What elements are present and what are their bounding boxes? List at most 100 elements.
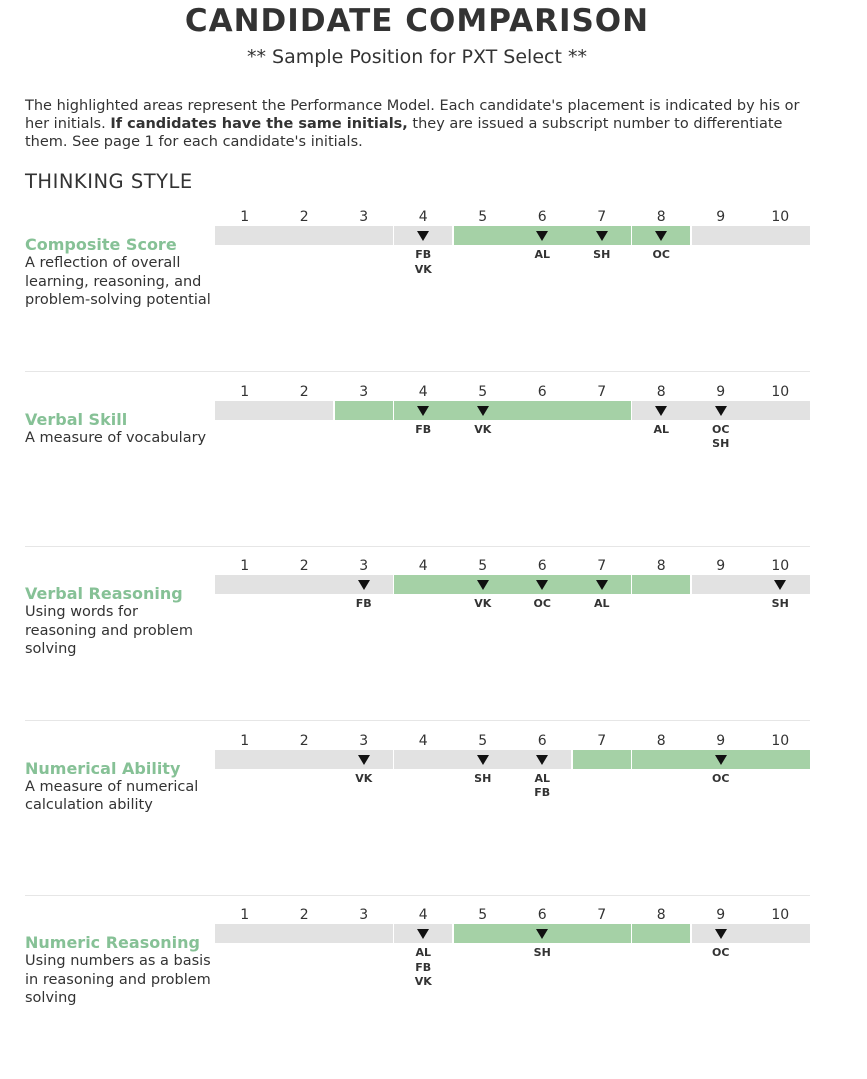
candidate-initial: VK — [414, 262, 432, 276]
candidate-initials: OC SH — [701, 423, 741, 452]
placement-marker-icon — [655, 231, 668, 241]
candidate-initial: SH — [593, 248, 611, 261]
trait-description: Using words for reasoning and problem so… — [25, 604, 193, 657]
trait-row: Verbal Reasoning Using words for reasonin… — [0, 556, 867, 730]
scale-track — [691, 924, 810, 943]
scale-number: 3 — [359, 732, 369, 749]
scale-number: 2 — [299, 558, 309, 574]
trait-name: Composite Score — [25, 235, 177, 254]
placement-marker-icon — [357, 580, 370, 590]
scale-number: 2 — [299, 732, 309, 749]
scale-number: 1 — [240, 732, 250, 749]
candidate-initial: AL — [653, 422, 670, 436]
candidate-initial: OC — [533, 597, 551, 610]
trait-description: A measure of vocabulary — [25, 429, 207, 446]
score-scale: 1 2 3 4 5 6 7 8 9 10 FB VK OC AL SH — [215, 556, 810, 676]
candidate-initials: AL FB VK — [403, 946, 443, 990]
candidate-initial: SH — [712, 437, 730, 450]
placement-marker-icon — [476, 580, 489, 590]
scale-number: 7 — [597, 383, 607, 400]
scale-track — [691, 226, 810, 245]
model-range-bar — [632, 924, 691, 943]
candidate-initials: FB — [344, 597, 384, 612]
scale-number: 7 — [597, 558, 607, 574]
scale-number: 5 — [478, 383, 488, 400]
model-range-bar — [334, 400, 393, 420]
trait-row: Verbal Skill A measure of vocabulary 1 2 3 4 5… — [0, 382, 867, 556]
placement-marker-icon — [536, 231, 549, 241]
candidate-initial: VK — [355, 771, 373, 785]
candidate-initial: OC — [712, 771, 730, 785]
candidate-initial: FB — [415, 960, 432, 974]
scale-number: 10 — [771, 383, 790, 400]
candidate-initial: FB — [534, 786, 551, 799]
candidate-initials: OC — [701, 772, 741, 787]
candidate-initial: VK — [474, 422, 492, 436]
candidate-initial: AL — [534, 771, 551, 785]
scale-number: 9 — [716, 209, 726, 225]
scale-number: 9 — [716, 732, 726, 749]
candidate-initials: AL — [522, 248, 562, 263]
section-title: THINKING STYLE — [25, 170, 193, 193]
candidate-initial: VK — [474, 597, 492, 610]
scale-number: 3 — [359, 383, 369, 400]
scale-number: 1 — [240, 558, 250, 574]
placement-marker-icon — [655, 405, 668, 416]
scale-number: 4 — [418, 383, 428, 400]
candidate-initial: FB — [415, 422, 432, 436]
candidate-initials: OC — [701, 946, 741, 961]
scale-track — [215, 400, 334, 420]
candidate-initials: VK — [463, 423, 503, 438]
placement-marker-icon — [714, 929, 727, 939]
page-title: CANDIDATE COMPARISON — [184, 3, 650, 39]
trait-description: A reflection of overall learning, reason… — [25, 255, 211, 308]
placement-marker-icon — [417, 929, 430, 939]
candidate-initials: AL — [582, 597, 622, 612]
model-range-bar — [632, 575, 691, 594]
scale-number: 5 — [478, 209, 488, 225]
candidate-initial: FB — [415, 248, 432, 261]
scale-number: 1 — [240, 383, 250, 400]
candidate-initials: SH — [760, 597, 800, 612]
scale-number: 2 — [299, 383, 309, 400]
scale-track — [215, 575, 393, 594]
intro-text-bold: If candidates have the same initials, — [110, 116, 408, 132]
scale-number: 4 — [418, 209, 428, 225]
trait-name: Verbal Skill — [25, 409, 128, 429]
intro-text-2: they are issued a subscript number to di… — [25, 116, 783, 150]
trait-row: Composite Score A reflection of overall l… — [0, 207, 867, 381]
candidate-initial: AL — [415, 946, 432, 959]
scale-track — [691, 575, 810, 594]
scale-number: 10 — [771, 732, 790, 749]
candidate-initial: SH — [771, 597, 789, 610]
candidate-initials: VK — [344, 772, 384, 787]
model-range-bar — [394, 575, 631, 594]
scale-number: 9 — [716, 383, 726, 400]
scale-number: 8 — [656, 209, 666, 225]
scale-number: 5 — [478, 732, 488, 749]
trait-row: Numerical Ability A measure of numerical … — [0, 731, 867, 905]
section-divider — [25, 371, 810, 372]
placement-marker-icon — [595, 580, 608, 590]
scale-number: 9 — [716, 558, 726, 574]
section-divider — [25, 720, 810, 721]
scale-number: 10 — [771, 558, 790, 574]
candidate-initials: SH — [463, 772, 503, 787]
placement-marker-icon — [595, 231, 608, 241]
scale-number: 8 — [656, 732, 666, 749]
placement-marker-icon — [417, 405, 430, 416]
section-divider — [25, 894, 810, 896]
score-scale: 1 2 3 4 5 6 7 8 9 10 FB VK AL OC SH — [215, 382, 810, 502]
candidate-initial: AL — [593, 597, 610, 610]
candidate-initials: FB VK — [403, 248, 443, 277]
scale-number: 6 — [537, 907, 547, 923]
placement-marker-icon — [536, 754, 549, 765]
scale-number: 4 — [418, 732, 428, 749]
candidate-initials: AL — [641, 423, 681, 438]
candidate-initials: SH — [582, 248, 622, 263]
scale-number: 1 — [240, 907, 250, 923]
candidate-initials: OC — [522, 597, 562, 612]
trait-row: Numeric Reasoning Using numbers as a basi… — [0, 905, 867, 1079]
scale-number: 8 — [656, 383, 666, 400]
scale-number: 6 — [537, 209, 547, 225]
